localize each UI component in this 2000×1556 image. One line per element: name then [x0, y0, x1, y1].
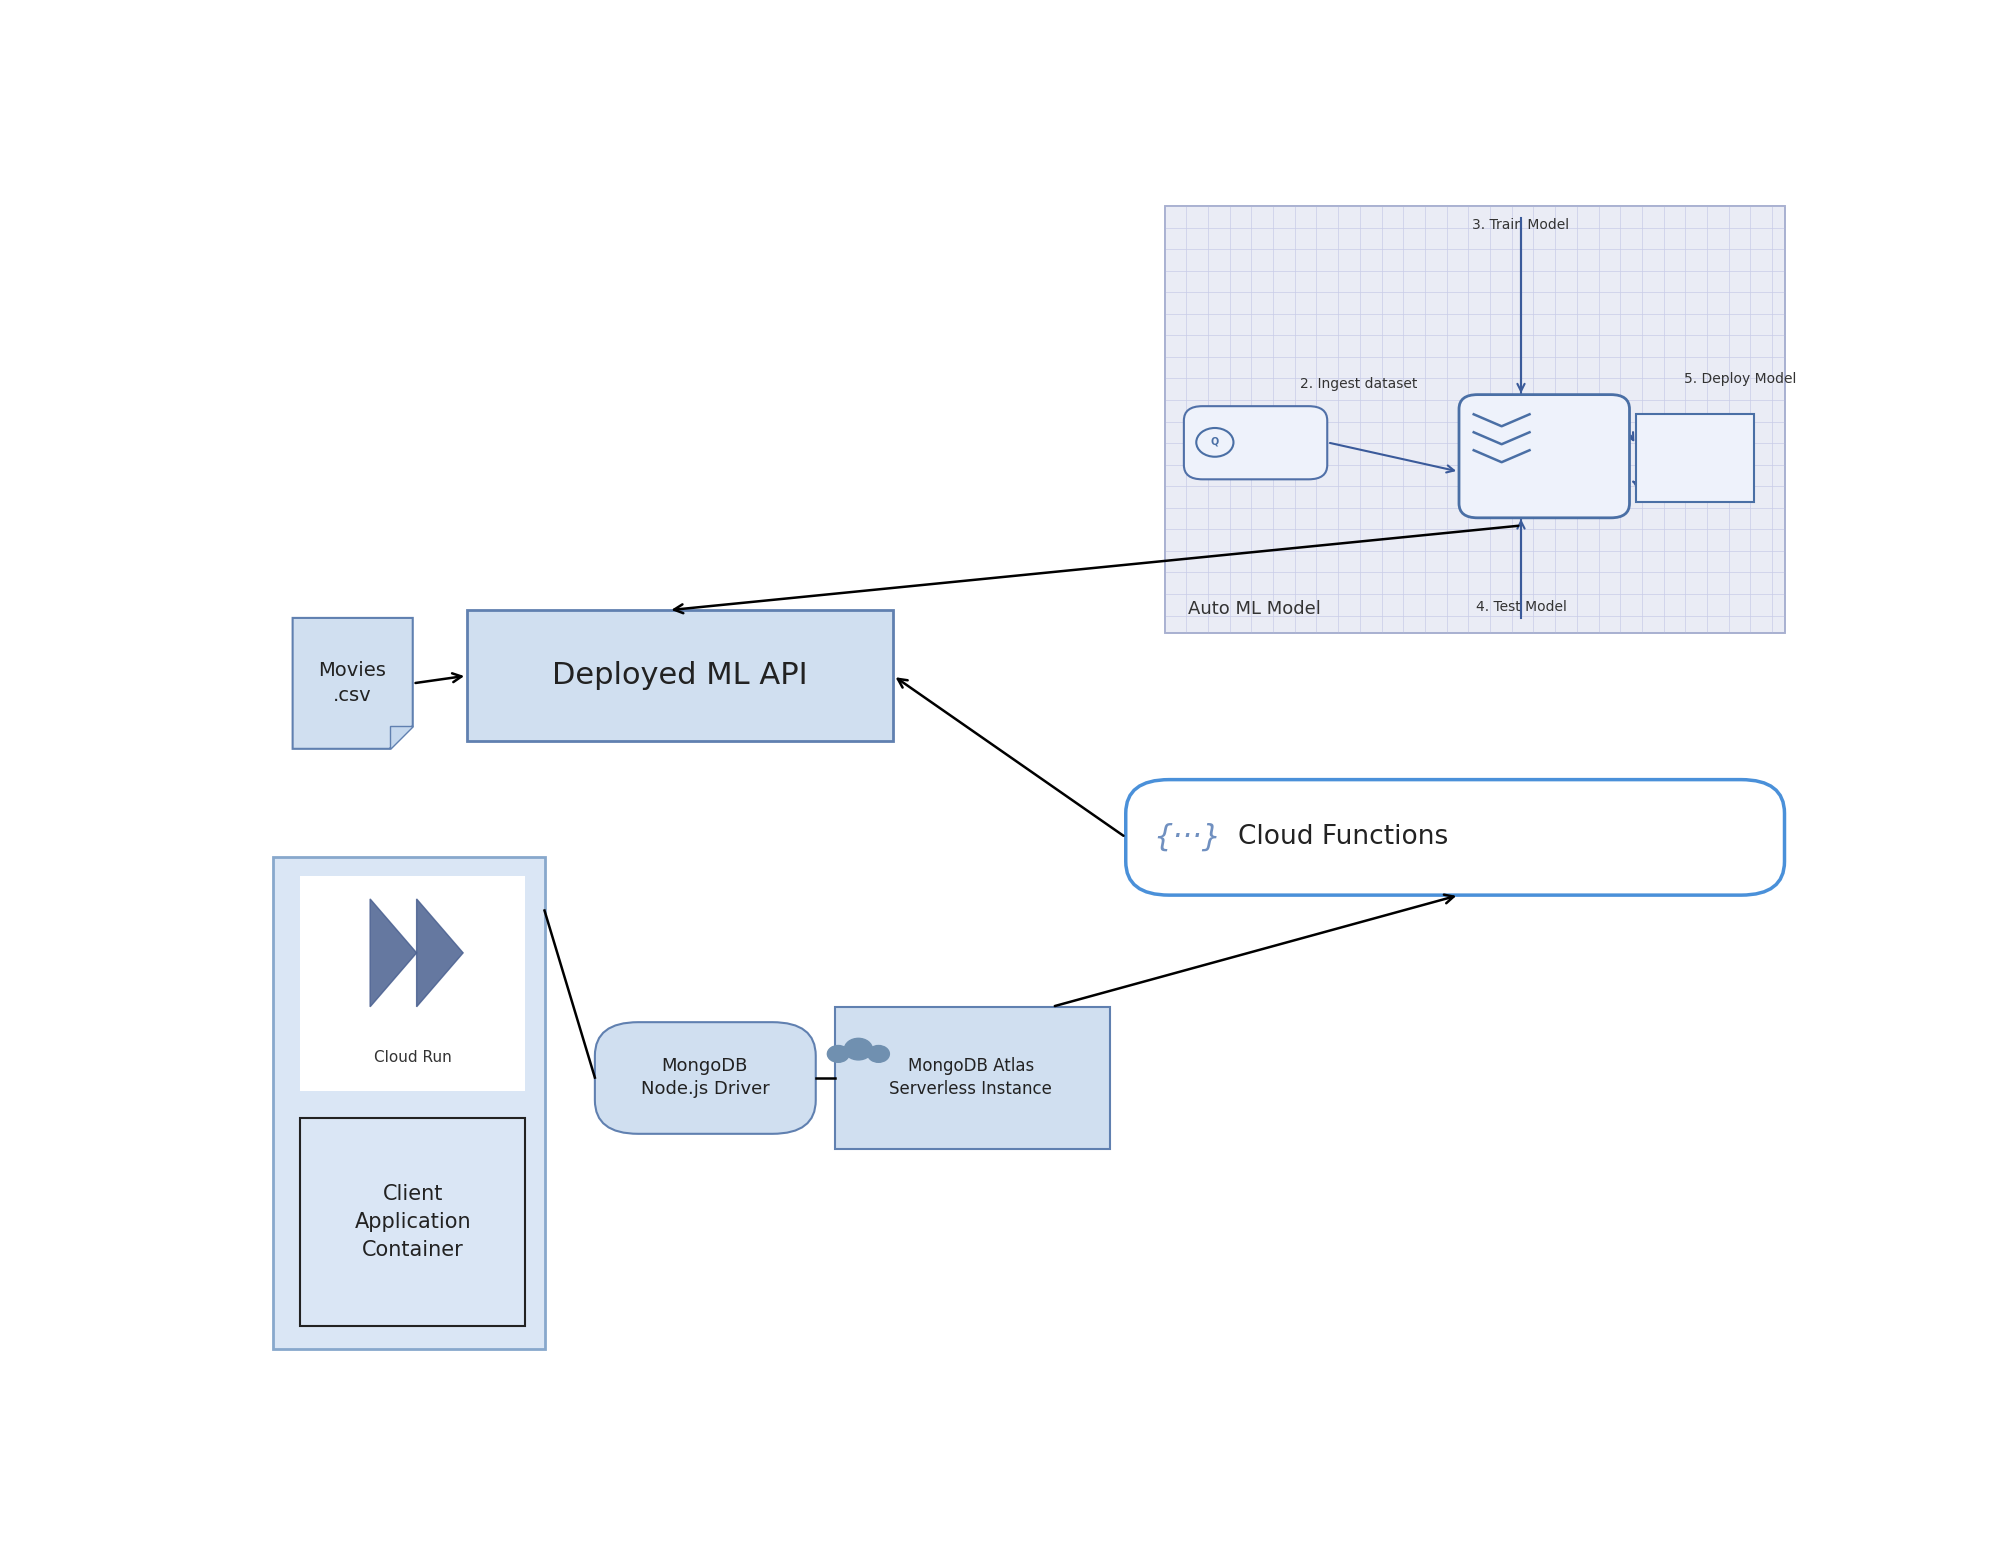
Polygon shape	[292, 618, 412, 748]
Text: 5. Deploy Model: 5. Deploy Model	[1684, 372, 1796, 386]
Text: Movies
.csv: Movies .csv	[318, 661, 386, 705]
FancyBboxPatch shape	[594, 1022, 816, 1134]
Circle shape	[844, 1038, 872, 1060]
Text: Client
Application
Container: Client Application Container	[354, 1184, 472, 1260]
Text: MongoDB
Node.js Driver: MongoDB Node.js Driver	[640, 1057, 770, 1099]
Polygon shape	[416, 899, 464, 1007]
Text: 4. Test Model: 4. Test Model	[1476, 601, 1566, 615]
Bar	[274, 857, 544, 1349]
Bar	[1636, 414, 1754, 503]
Bar	[836, 1007, 1110, 1150]
Text: Vertex AI: Vertex AI	[1536, 448, 1606, 464]
Text: Deployed ML API: Deployed ML API	[552, 661, 808, 691]
Text: MongoDB Atlas
Serverless Instance: MongoDB Atlas Serverless Instance	[890, 1057, 1052, 1099]
Text: Cloud Run: Cloud Run	[374, 1049, 452, 1064]
Bar	[300, 1119, 526, 1326]
FancyBboxPatch shape	[1460, 395, 1630, 518]
Text: Q: Q	[1210, 436, 1220, 447]
Circle shape	[828, 1046, 850, 1063]
Text: Cloud Functions: Cloud Functions	[1238, 825, 1448, 851]
Bar	[1164, 205, 1784, 633]
FancyBboxPatch shape	[1126, 780, 1784, 895]
Bar	[468, 610, 894, 741]
Bar	[1164, 205, 1784, 633]
Polygon shape	[390, 725, 412, 748]
Text: 3. Train Model: 3. Train Model	[1472, 218, 1570, 232]
Text: BigQuery: BigQuery	[1262, 437, 1314, 448]
Text: {···}: {···}	[1154, 823, 1222, 851]
Polygon shape	[370, 899, 416, 1007]
Bar	[300, 876, 526, 1091]
Text: Auto ML Model: Auto ML Model	[1188, 601, 1320, 618]
Circle shape	[868, 1046, 890, 1063]
Text: 2. Ingest dataset: 2. Ingest dataset	[1300, 377, 1416, 391]
FancyBboxPatch shape	[1184, 406, 1328, 479]
